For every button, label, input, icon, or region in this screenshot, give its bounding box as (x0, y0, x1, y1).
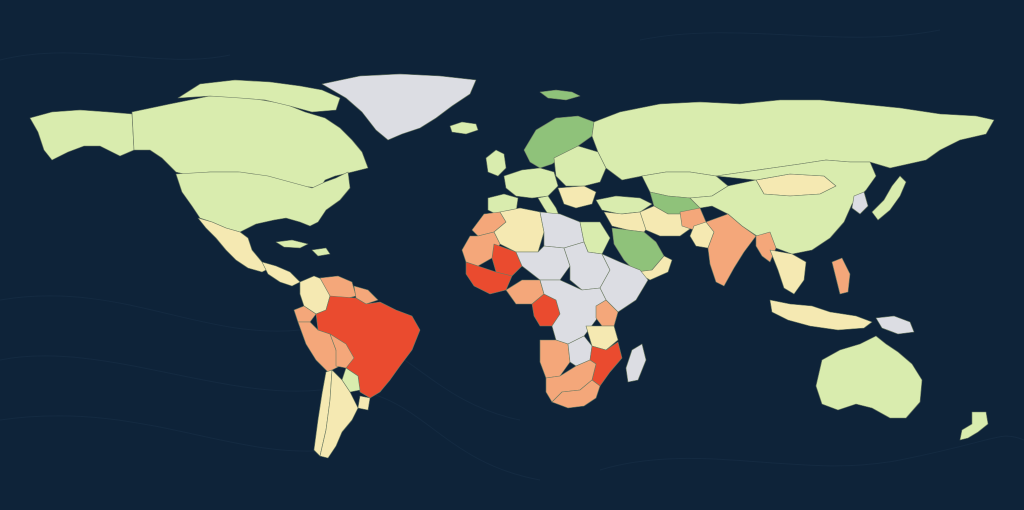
region-western-europe (503, 167, 559, 199)
region-argentina (319, 369, 359, 459)
land-regions (29, 73, 995, 459)
region-libya (539, 211, 585, 249)
region-paraguay (341, 367, 361, 393)
region-cuba (275, 239, 309, 249)
region-korea (851, 191, 869, 215)
region-japan (871, 175, 907, 221)
region-philippines (831, 257, 851, 295)
region-new-guinea (875, 315, 915, 335)
region-brazil (315, 295, 421, 399)
region-ecuador (293, 305, 317, 323)
region-new-zealand (959, 411, 989, 441)
region-guianas (353, 285, 379, 305)
region-scandinavia (523, 115, 595, 169)
region-algeria (493, 207, 545, 253)
region-australia (815, 335, 923, 419)
region-iceland (449, 121, 479, 135)
region-angola (539, 339, 571, 379)
region-mainland-southeast-asia (769, 249, 807, 295)
region-alaska (29, 109, 135, 161)
region-south-africa (551, 379, 601, 409)
region-china (689, 159, 877, 255)
region-uk-ireland (485, 149, 507, 177)
ocean-contours (0, 29, 1024, 481)
region-eastern-europe (553, 145, 607, 187)
region-balkans (557, 185, 597, 209)
region-indonesia (769, 299, 873, 331)
region-hispaniola (311, 247, 331, 257)
region-greenland (321, 73, 477, 141)
region-turkey (595, 195, 653, 215)
region-arctic-islands (177, 79, 341, 113)
region-uruguay (357, 395, 371, 411)
region-central-america (261, 261, 301, 287)
region-india (705, 213, 757, 287)
region-madagascar (625, 343, 647, 383)
region-horn-of-africa (599, 253, 649, 313)
region-bangladesh-myanmar (755, 231, 777, 263)
region-yemen-oman (635, 255, 673, 281)
region-svalbard (539, 89, 581, 101)
